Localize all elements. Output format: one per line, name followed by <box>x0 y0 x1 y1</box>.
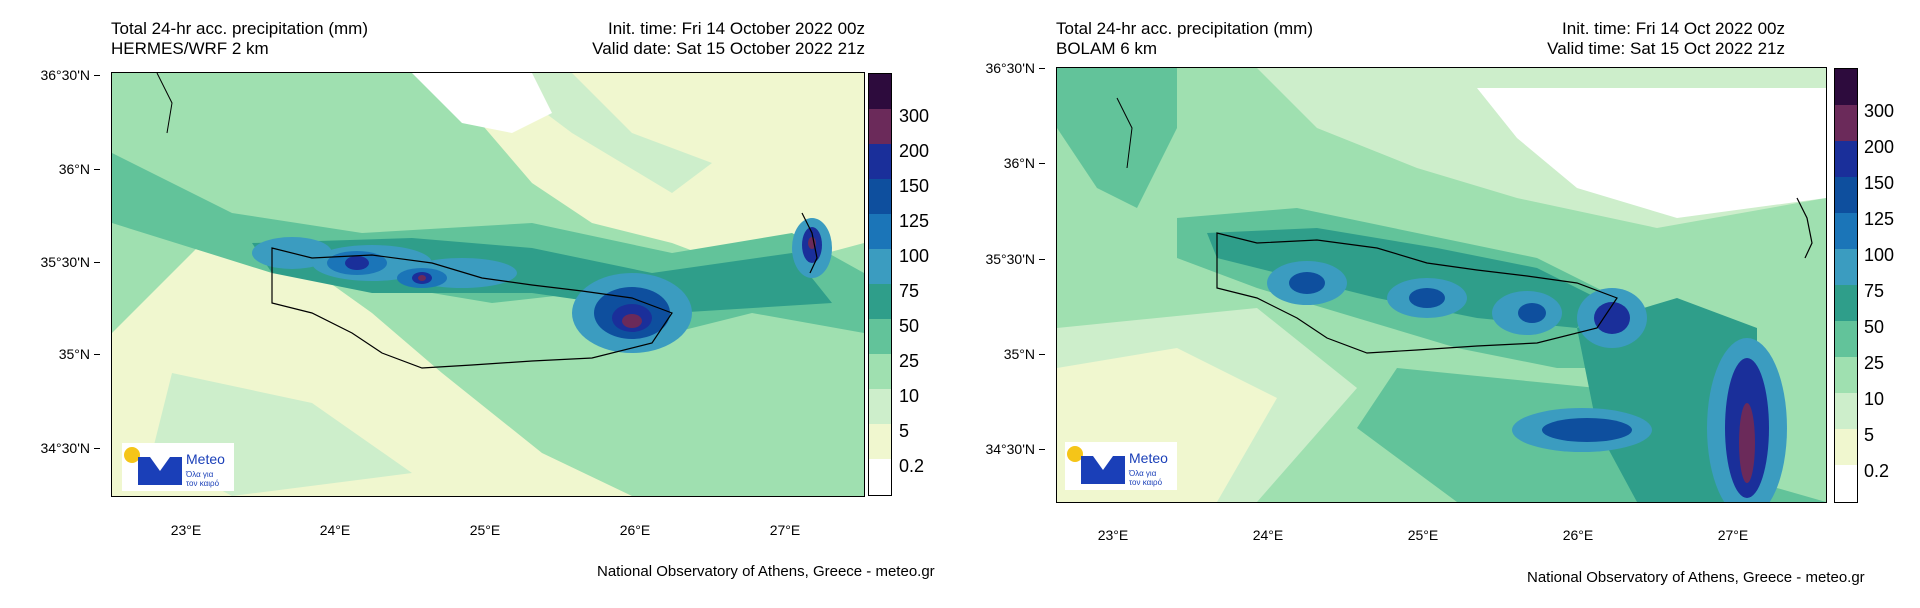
colorbar-swatch <box>1835 393 1857 429</box>
right-lat-tick: 36°30'N <box>975 60 1045 76</box>
meteo-tagline-2: τον καιρό <box>186 479 220 488</box>
colorbar-swatch <box>1835 465 1857 502</box>
left-lon-tick: 26°E <box>619 522 651 538</box>
colorbar-swatch <box>1835 105 1857 141</box>
left-credit: National Observatory of Athens, Greece -… <box>597 563 935 580</box>
colorbar-swatch <box>1835 213 1857 249</box>
right-precip-field <box>1057 68 1826 502</box>
sun-icon <box>1067 446 1083 462</box>
colorbar-swatch <box>1835 429 1857 465</box>
meteo-logo-tagline: Όλα για τον καιρό <box>1129 469 1162 487</box>
right-lon-tick: 27°E <box>1717 527 1749 543</box>
meteo-logo-name: Meteo <box>1129 450 1168 466</box>
left-lat-tick: 36°N <box>30 161 100 177</box>
left-lon-tick: 27°E <box>769 522 801 538</box>
colorbar-swatch <box>869 249 891 284</box>
colorbar-swatch <box>869 319 891 354</box>
left-colorbar-label: 75 <box>899 281 920 301</box>
colorbar-swatch <box>869 179 891 214</box>
left-init-time: Init. time: Fri 14 October 2022 00z <box>607 19 865 38</box>
right-lat-tick: 35°N <box>975 346 1045 362</box>
left-colorbar-label: 300 <box>899 106 930 126</box>
right-meteo-logo: Meteo Όλα για τον καιρό <box>1065 442 1177 490</box>
left-precip-map: Meteo Όλα για τον καιρό <box>111 72 865 497</box>
left-colorbar-label: 100 <box>899 246 930 266</box>
right-lat-tick: 34°30'N <box>975 441 1045 457</box>
right-lon-tick: 26°E <box>1562 527 1594 543</box>
right-colorbar-label: 75 <box>1864 281 1885 301</box>
right-colorbar-label: 50 <box>1864 317 1885 337</box>
colorbar-swatch <box>1835 285 1857 321</box>
meteo-tagline-1: Όλα για <box>186 470 214 479</box>
right-colorbar-label: 0.2 <box>1864 461 1890 481</box>
sun-icon <box>124 447 140 463</box>
left-colorbar-label: 200 <box>899 141 930 161</box>
left-colorbar-label: 10 <box>899 386 920 406</box>
right-lon-tick: 25°E <box>1407 527 1439 543</box>
left-panel: Total 24-hr acc. precipitation (mm) HERM… <box>30 19 935 580</box>
left-lat-tick: 35°N <box>30 346 100 362</box>
colorbar-swatch <box>1835 249 1857 285</box>
left-title-line2: HERMES/WRF 2 km <box>111 39 269 58</box>
meteo-logo-tagline: Όλα για τον καιρό <box>186 470 219 488</box>
colorbar-swatch <box>869 144 891 179</box>
meteo-tagline-1: Όλα για <box>1129 469 1157 478</box>
colorbar-swatch <box>869 389 891 424</box>
colorbar-swatch <box>869 109 891 144</box>
right-title-line1: Total 24-hr acc. precipitation (mm) <box>1056 19 1313 38</box>
right-colorbar-label: 5 <box>1864 425 1875 445</box>
right-credit: National Observatory of Athens, Greece -… <box>1527 569 1865 586</box>
left-lon-tick: 23°E <box>170 522 202 538</box>
left-colorbar-label: 25 <box>899 351 920 371</box>
colorbar-swatch <box>869 459 891 495</box>
right-lon-tick: 23°E <box>1097 527 1129 543</box>
left-precip-field <box>112 73 864 496</box>
colorbar-swatch <box>1835 69 1857 105</box>
left-colorbar-label: 150 <box>899 176 930 196</box>
meteo-tagline-2: τον καιρό <box>1129 478 1163 487</box>
right-colorbar <box>1834 68 1858 503</box>
right-colorbar-label: 300 <box>1864 101 1895 121</box>
meteo-m-icon <box>138 457 182 485</box>
left-title-line1: Total 24-hr acc. precipitation (mm) <box>111 19 368 38</box>
left-lat-tick: 35°30'N <box>30 254 100 270</box>
right-panel: Total 24-hr acc. precipitation (mm) BOLA… <box>960 0 1920 608</box>
colorbar-swatch <box>1835 321 1857 357</box>
right-lat-tick: 35°30'N <box>975 251 1045 267</box>
colorbar-swatch <box>869 214 891 249</box>
left-colorbar-label: 0.2 <box>899 456 925 476</box>
left-colorbar-label: 5 <box>899 421 910 441</box>
colorbar-swatch <box>869 354 891 389</box>
right-colorbar-label: 150 <box>1864 173 1895 193</box>
right-colorbar-label: 200 <box>1864 137 1895 157</box>
right-title-line2: BOLAM 6 km <box>1056 39 1158 58</box>
colorbar-swatch <box>1835 141 1857 177</box>
colorbar-swatch <box>869 424 891 459</box>
meteo-m-icon <box>1081 456 1125 484</box>
left-lon-tick: 25°E <box>469 522 501 538</box>
left-colorbar-label: 125 <box>899 211 930 231</box>
right-colorbar-label: 25 <box>1864 353 1885 373</box>
left-valid-date: Valid date: Sat 15 October 2022 21z <box>592 39 865 58</box>
left-meteo-logo: Meteo Όλα για τον καιρό <box>122 443 234 491</box>
right-valid-time: Valid time: Sat 15 Oct 2022 21z <box>1547 39 1785 58</box>
colorbar-swatch <box>869 74 891 109</box>
colorbar-swatch <box>1835 177 1857 213</box>
right-colorbar-label: 10 <box>1864 389 1885 409</box>
right-lat-tick: 36°N <box>975 155 1045 171</box>
colorbar-swatch <box>869 284 891 319</box>
left-lon-tick: 24°E <box>319 522 351 538</box>
right-colorbar-label: 125 <box>1864 209 1895 229</box>
left-lat-tick: 34°30'N <box>30 440 100 456</box>
right-colorbar-label: 100 <box>1864 245 1895 265</box>
right-precip-map: Meteo Όλα για τον καιρό <box>1056 67 1827 503</box>
colorbar-swatch <box>1835 357 1857 393</box>
left-colorbar <box>868 73 892 496</box>
meteo-logo-name: Meteo <box>186 451 225 467</box>
right-init-time: Init. time: Fri 14 Oct 2022 00z <box>1562 19 1785 38</box>
left-lat-tick: 36°30'N <box>30 67 100 83</box>
left-colorbar-label: 50 <box>899 316 920 336</box>
right-lon-tick: 24°E <box>1252 527 1284 543</box>
